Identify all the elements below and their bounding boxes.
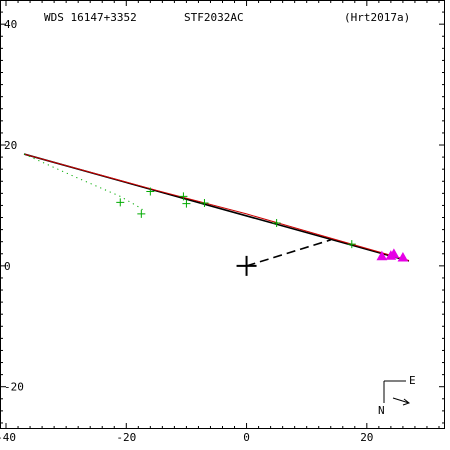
axis-tick-labels: -40 -20 0 20 40 20 0 -20 <box>0 18 373 444</box>
observation-plus-marker <box>137 209 146 218</box>
red-orbit-line <box>23 153 410 261</box>
x-tick-label: 0 <box>243 431 250 444</box>
data-series <box>23 153 410 276</box>
primary-star-marker <box>236 255 257 276</box>
y-tick-label: 40 <box>4 18 17 31</box>
x-tick-label: -40 <box>0 431 16 444</box>
observation-plus-marker <box>146 187 155 196</box>
compass-north-label: N <box>378 404 385 417</box>
observation-triangle-marker <box>397 251 409 262</box>
x-tick-label: -20 <box>116 431 136 444</box>
observation-plus-marker <box>200 199 209 208</box>
observation-plus-marker <box>347 240 356 249</box>
observation-triangle-marker <box>376 250 388 261</box>
compass: E N <box>378 374 416 417</box>
compass-east-label: E <box>409 374 416 387</box>
observation-plus-marker <box>182 199 191 208</box>
y-tick-label: 0 <box>4 260 11 273</box>
observation-triangle-marker <box>388 248 400 258</box>
y-tick-label: -20 <box>4 381 24 394</box>
observation-plus-marker <box>179 192 188 201</box>
observation-plus-marker <box>272 218 281 227</box>
header-right: (Hrt2017a) <box>344 11 410 24</box>
observation-plus-marker <box>116 198 125 207</box>
dashed-separation-line <box>246 239 331 267</box>
plot-frame <box>0 0 445 429</box>
dotted-orbit-line <box>23 153 145 213</box>
x-tick-label: 20 <box>360 431 373 444</box>
y-tick-label: 20 <box>4 139 17 152</box>
header-left: WDS 16147+3352 <box>44 11 137 24</box>
header-center: STF2032AC <box>184 11 244 24</box>
axis-ticks <box>0 0 445 429</box>
motion-arrow-icon <box>392 397 411 406</box>
